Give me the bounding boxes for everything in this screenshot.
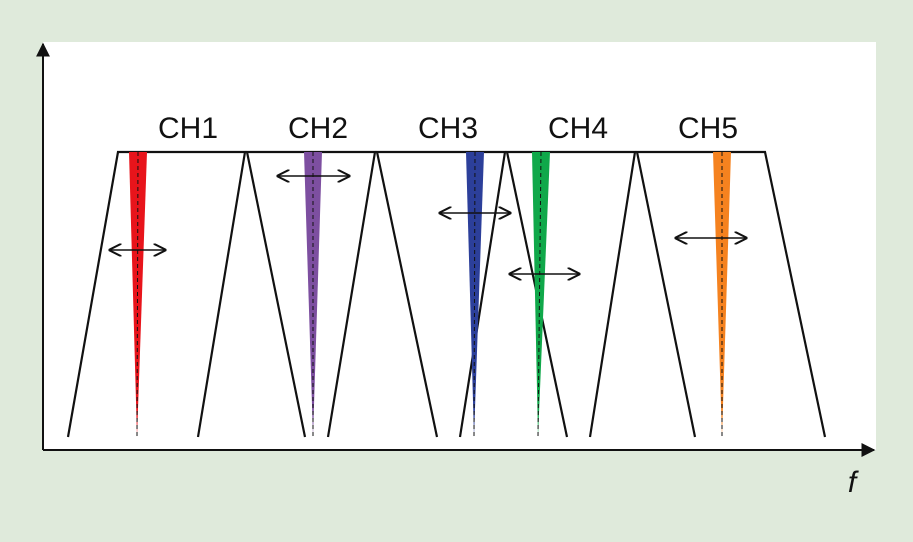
- signals: [129, 151, 731, 438]
- channel-label: CH4: [548, 112, 608, 145]
- plot-area: [43, 42, 876, 450]
- x-axis-label: f: [848, 466, 859, 499]
- channel-label: CH5: [678, 112, 738, 145]
- channel-labels: CH1 CH2 CH3 CH4 CH5: [158, 112, 738, 145]
- channel-mask: [635, 150, 827, 438]
- center-line: [136, 151, 139, 438]
- signal: [532, 152, 550, 437]
- channel-label: CH3: [418, 112, 478, 145]
- channel-mask: [66, 150, 247, 438]
- channel-mask: [375, 150, 507, 438]
- center-line: [473, 151, 476, 438]
- drift-arrows: [110, 176, 746, 274]
- center-line: [537, 151, 542, 438]
- channel-label: CH2: [288, 112, 348, 145]
- channel-label: CH1: [158, 112, 218, 145]
